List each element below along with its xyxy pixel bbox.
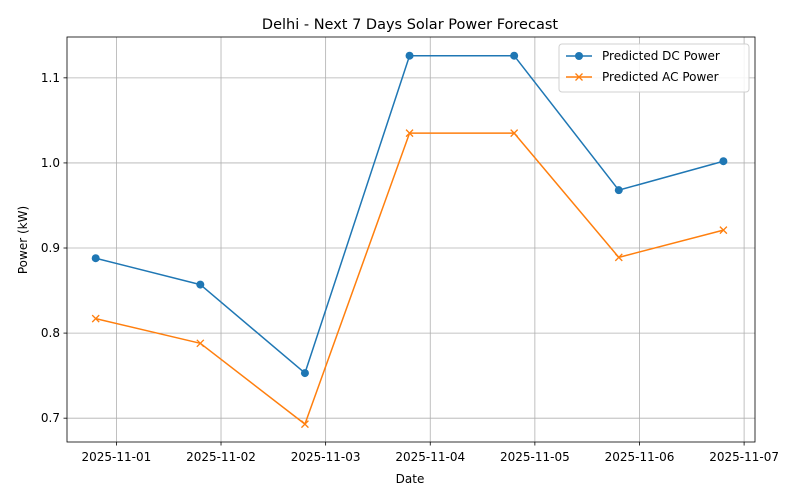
y-tick-label: 1.1 — [41, 71, 60, 85]
y-tick-label: 0.8 — [41, 326, 60, 340]
data-point — [91, 314, 100, 323]
x-tick-label: 2025-11-03 — [291, 450, 361, 464]
series-layer — [91, 51, 728, 429]
data-point — [300, 369, 309, 378]
series-line — [95, 54, 724, 374]
x-tick-label: 2025-11-05 — [500, 450, 570, 464]
x-tick-label: 2025-11-04 — [395, 450, 465, 464]
chart-title: Delhi - Next 7 Days Solar Power Forecast — [262, 17, 558, 33]
x-tick-label: 2025-11-01 — [82, 450, 152, 464]
data-point — [300, 420, 309, 429]
series-ac-power — [91, 129, 728, 429]
x-tick-label: 2025-11-06 — [605, 450, 675, 464]
legend-label: Predicted DC Power — [602, 49, 720, 63]
legend-marker — [575, 73, 583, 81]
legend-item: Predicted AC Power — [566, 70, 719, 84]
y-tick-label: 0.9 — [41, 241, 60, 255]
x-tick-label: 2025-11-02 — [186, 450, 256, 464]
data-point — [91, 254, 100, 263]
data-point — [405, 129, 414, 138]
legend-marker — [575, 52, 583, 60]
data-point — [614, 186, 623, 195]
x-axis: 2025-11-01 2025-11-02 2025-11-03 2025-11-04… — [82, 442, 779, 464]
series-line — [95, 132, 724, 425]
data-point — [614, 253, 623, 262]
legend-box — [558, 43, 750, 93]
y-axis: 0.7 0.8 0.9 1.0 1.1 — [41, 71, 67, 425]
legend: Predicted DC Power Predicted AC Power — [558, 43, 750, 93]
y-tick-label: 1.0 — [41, 156, 60, 170]
data-point — [510, 129, 519, 138]
data-point — [719, 157, 728, 166]
y-axis-title: Power (kW) — [16, 206, 30, 274]
data-point — [510, 51, 519, 60]
data-point — [405, 51, 414, 60]
grid — [67, 37, 755, 442]
series-dc-power — [91, 51, 728, 378]
data-point — [196, 280, 205, 289]
legend-label: Predicted AC Power — [602, 70, 719, 84]
legend-item: Predicted DC Power — [566, 49, 720, 63]
plot-frame — [66, 36, 756, 443]
y-tick-label: 0.7 — [41, 411, 60, 425]
x-tick-label: 2025-11-07 — [709, 450, 779, 464]
data-point — [719, 226, 728, 235]
x-axis-title: Date — [396, 472, 425, 486]
data-point — [196, 339, 205, 348]
